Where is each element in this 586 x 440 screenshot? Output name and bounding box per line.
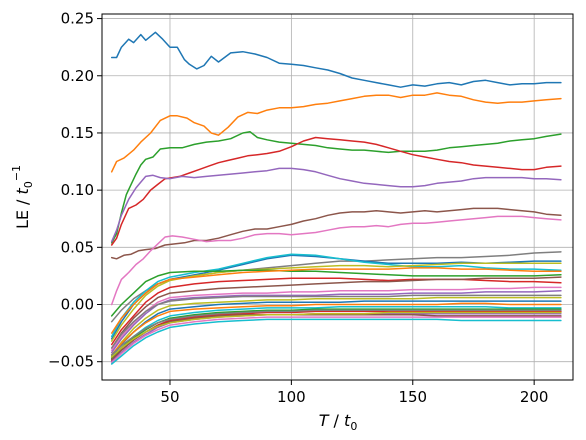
x-tick-label: 200 [520,388,549,406]
series-line-12 [110,269,562,317]
y-axis-label-unit: t [13,187,32,194]
series-line-20 [110,300,562,358]
x-tick-label: 100 [277,388,306,406]
series-line-28 [110,318,562,365]
series-line-4 [110,136,562,246]
series-line-15 [110,276,562,349]
y-tick-label: 0.10 [61,181,94,199]
series-line-17 [110,290,562,354]
y-tick-label: 0.05 [61,238,94,256]
series-line-29 [110,311,562,358]
y-tick-label: −0.05 [48,353,94,371]
series-line-11 [110,262,562,342]
series-line-22 [110,306,562,361]
series-line-27 [110,316,562,364]
series-line-7 [110,215,562,306]
y-axis-ticks: −0.05 0.00 0.05 0.10 0.15 0.20 0.25 [48,10,102,371]
x-axis-label-sep: / [328,411,344,430]
series-line-13 [110,267,562,334]
y-tick-label: 0.20 [61,67,94,85]
y-axis-label: LE / t0−1 [10,165,35,229]
y-tick-label: 0.25 [61,10,94,28]
series-line-30 [110,309,562,356]
x-axis-ticks: 50 100 150 200 [160,380,548,406]
grid [102,14,573,380]
series-line-10 [110,253,562,338]
series-line-14 [110,277,562,346]
plot-frame [101,13,574,381]
x-axis-label: T / t0 [319,411,358,433]
series-line-5 [110,167,562,243]
x-axis-label-sub: 0 [350,420,357,433]
series-line-8 [110,251,562,323]
x-tick-label: 150 [398,388,427,406]
y-axis-label-text: LE / [13,194,32,229]
x-axis-label-unit: t [344,411,351,430]
series-line-16 [110,286,562,352]
series-line-19 [110,296,562,357]
series-line-21 [110,302,562,356]
x-tick-label: 50 [160,388,179,406]
y-axis-label-sup: −1 [10,165,23,181]
x-axis-label-var: T [319,411,330,430]
y-axis-label-sub: 0 [22,181,35,188]
series-lines [110,31,562,365]
series-line-2 [110,92,562,173]
series-line-18 [110,294,562,349]
y-tick-label: 0.15 [61,124,94,142]
y-tick-label: 0.00 [61,296,94,314]
series-line-6 [110,207,562,260]
series-line-1 [110,31,562,88]
